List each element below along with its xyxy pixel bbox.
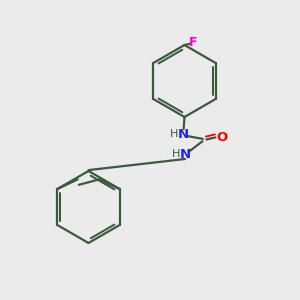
Text: N: N [179, 148, 191, 161]
Text: F: F [189, 36, 197, 49]
Text: H: H [170, 128, 178, 139]
Text: H: H [172, 149, 180, 159]
Text: N: N [177, 128, 189, 141]
Text: O: O [216, 131, 228, 144]
